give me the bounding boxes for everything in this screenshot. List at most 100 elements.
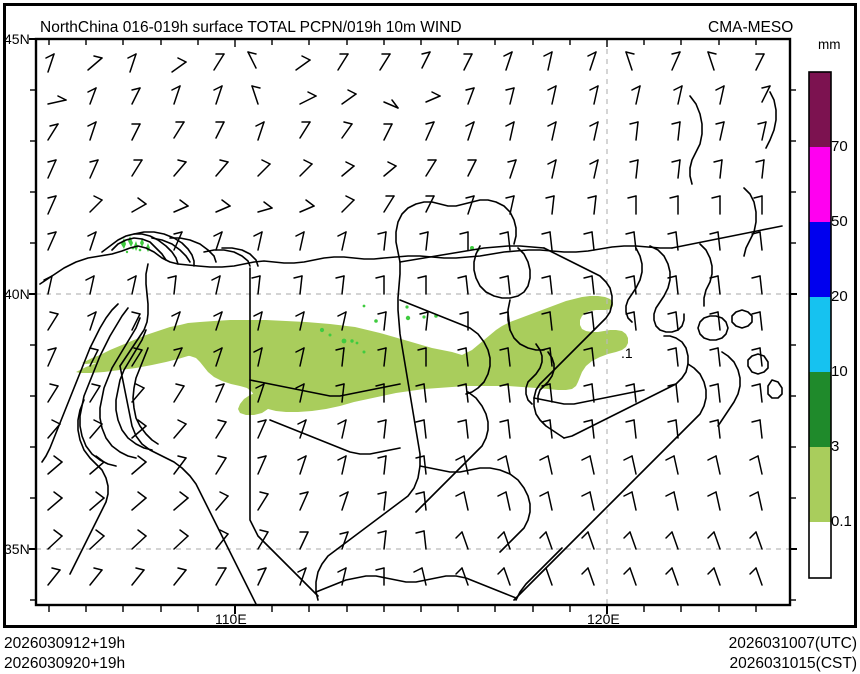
- wind-barb: [213, 347, 223, 367]
- wind-barb: [455, 531, 469, 550]
- boundary-river-loop-1: [101, 233, 179, 265]
- boundary-ningxia-3: [99, 317, 141, 459]
- wind-barb: [625, 383, 637, 403]
- boundary-bohai-bay-detail: [525, 343, 543, 405]
- wind-barb: [257, 491, 269, 511]
- wind-barb: [455, 491, 469, 511]
- boundary-ningxia-5: [132, 347, 159, 445]
- axis-ticks-left: [29, 38, 36, 601]
- wind-barb: [257, 529, 269, 550]
- wind-barb: [253, 347, 263, 367]
- wind-barb: [419, 231, 429, 251]
- wind-barb: [337, 419, 347, 439]
- wind-barb: [173, 121, 185, 139]
- wind-barb: [131, 87, 141, 105]
- wind-barb: [665, 531, 679, 550]
- wind-barb: [583, 311, 595, 331]
- wind-barb: [665, 455, 679, 475]
- wind-barb: [297, 567, 307, 586]
- wind-barb: [45, 53, 55, 73]
- wind-barb: [47, 231, 57, 251]
- wind-barb: [131, 383, 145, 403]
- footer-valid-time-utc: 2026031007(UTC): [728, 635, 857, 652]
- wind-barb: [211, 275, 221, 295]
- wind-barb: [709, 311, 721, 331]
- wind-barb: [167, 275, 177, 295]
- wind-barb: [47, 311, 59, 331]
- wind-barb: [415, 530, 427, 550]
- wind-barb: [715, 121, 725, 141]
- wind-barb: [623, 531, 637, 550]
- wind-barb: [541, 347, 553, 367]
- wind-barb: [539, 455, 553, 475]
- wind-barb: [457, 347, 469, 367]
- wind-barb: [631, 85, 641, 105]
- wind-barb: [497, 491, 511, 511]
- wind-barb: [377, 231, 387, 251]
- wind-barb: [47, 383, 59, 403]
- boundary-shanxi-west: [249, 267, 319, 597]
- wind-barb: [455, 455, 469, 475]
- wind-barb: [257, 419, 267, 439]
- wind-barb: [751, 383, 763, 403]
- boundary-beijing: [473, 245, 531, 299]
- wind-barb: [215, 529, 229, 550]
- wind-barb: [457, 275, 469, 295]
- wind-barb: [751, 275, 763, 295]
- wind-barb: [541, 383, 553, 403]
- boundary-river-loop-6: [203, 249, 251, 267]
- wind-barb: [505, 87, 515, 105]
- boundary-shandong-north: [563, 335, 689, 439]
- wind-barb: [625, 231, 637, 251]
- wind-barb: [499, 383, 511, 403]
- boundary-korea-coast: [699, 243, 713, 307]
- boundary-ningxia-6: [69, 399, 109, 575]
- wind-barb: [131, 347, 143, 367]
- wind-barb: [415, 455, 427, 475]
- wind-barb: [629, 121, 639, 141]
- colorbar-band-10-20: [809, 297, 831, 372]
- wind-barb: [707, 567, 721, 586]
- wind-barb: [465, 195, 475, 215]
- colorbar-outline: [808, 71, 832, 579]
- wind-barb: [85, 275, 95, 295]
- wind-barb: [215, 159, 229, 177]
- wind-barb: [255, 383, 265, 403]
- wind-barb: [47, 123, 59, 141]
- wind-barb: [299, 199, 315, 213]
- wind-barb: [587, 51, 597, 71]
- colorbar-unit-label: mm: [818, 37, 841, 52]
- wind-barb: [341, 121, 353, 139]
- wind-barb: [213, 311, 223, 331]
- wind-barb: [257, 567, 267, 586]
- wind-barb: [173, 419, 187, 439]
- wind-barb: [465, 121, 475, 141]
- wind-barb: [297, 419, 307, 439]
- wind-barb: [337, 53, 349, 71]
- wind-barb: [671, 159, 681, 179]
- boundary-korea-island-2: [767, 379, 783, 399]
- wind-barb: [215, 199, 231, 213]
- wind-barb: [43, 275, 53, 295]
- colorbar: [808, 71, 832, 579]
- wind-barb: [709, 347, 721, 367]
- wind-barb: [173, 383, 185, 403]
- wind-barb: [171, 57, 187, 73]
- wind-barb: [583, 347, 595, 367]
- boundary-korea-island-1: [747, 353, 769, 375]
- wind-barb: [257, 455, 267, 475]
- boundary-jiangsu: [515, 547, 563, 601]
- wind-barb: [87, 55, 103, 71]
- wind-barb: [299, 121, 311, 139]
- wind-barb: [707, 531, 721, 550]
- wind-barb: [457, 419, 469, 439]
- wind-barb: [753, 195, 763, 215]
- wind-barb: [589, 85, 599, 105]
- wind-barb: [215, 383, 225, 403]
- wind-barb: [711, 195, 721, 215]
- wind-barb: [671, 51, 681, 71]
- wind-barb: [341, 89, 357, 105]
- wind-barb: [341, 195, 355, 213]
- colorbar-tick-0.1: 0.1: [831, 513, 852, 530]
